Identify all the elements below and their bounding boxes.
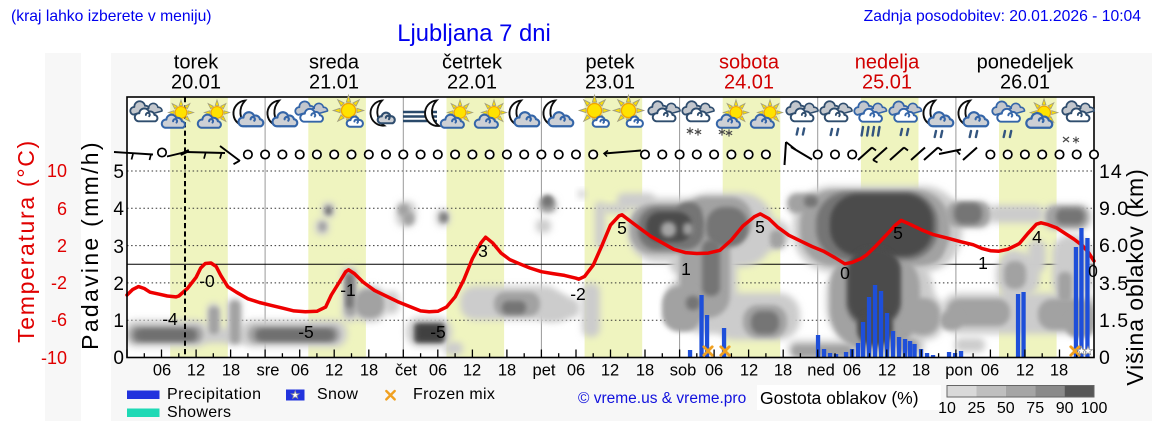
svg-text:10: 10 xyxy=(47,161,67,181)
svg-text:24.01: 24.01 xyxy=(724,72,774,94)
svg-text:5: 5 xyxy=(755,217,765,237)
svg-text:ponedeljek: ponedeljek xyxy=(977,52,1075,74)
svg-text:© vreme.us & vreme.pro: © vreme.us & vreme.pro xyxy=(578,390,746,407)
svg-text:3: 3 xyxy=(478,241,488,261)
svg-text:06: 06 xyxy=(981,362,999,380)
svg-text:5: 5 xyxy=(893,223,903,243)
svg-text:ned: ned xyxy=(807,362,835,380)
svg-text:06: 06 xyxy=(567,362,585,380)
svg-text:Precipitation: Precipitation xyxy=(167,386,262,403)
svg-text:0: 0 xyxy=(840,263,850,283)
svg-text:-0: -0 xyxy=(199,271,215,291)
svg-text:Gostota oblakov (%): Gostota oblakov (%) xyxy=(760,388,919,408)
svg-text:18: 18 xyxy=(222,362,240,380)
svg-text:75: 75 xyxy=(1026,400,1044,417)
svg-text:sob: sob xyxy=(670,362,697,380)
svg-text:-5: -5 xyxy=(430,322,446,342)
svg-text:22.01: 22.01 xyxy=(447,72,497,94)
svg-text:četrtek: četrtek xyxy=(442,52,503,74)
svg-text:Zadnja posodobitev: 20.01.2026: Zadnja posodobitev: 20.01.2026 - 10:04 xyxy=(864,8,1142,25)
svg-text:Temperatura (°C): Temperatura (°C) xyxy=(13,139,39,343)
svg-text:12: 12 xyxy=(325,362,343,380)
svg-text:4: 4 xyxy=(113,199,124,220)
svg-text:12: 12 xyxy=(740,362,758,380)
svg-text:50: 50 xyxy=(997,400,1015,417)
svg-text:1: 1 xyxy=(978,253,988,273)
svg-text:(kraj lahko izberete v meniju): (kraj lahko izberete v meniju) xyxy=(11,8,212,25)
svg-text:1.5: 1.5 xyxy=(1099,310,1129,332)
svg-text:1: 1 xyxy=(113,311,124,332)
svg-text:12: 12 xyxy=(463,362,481,380)
svg-text:-10: -10 xyxy=(41,348,67,368)
svg-text:0: 0 xyxy=(1099,347,1111,369)
svg-text:0: 0 xyxy=(1088,261,1098,281)
svg-text:12: 12 xyxy=(601,362,619,380)
svg-text:26.01: 26.01 xyxy=(1000,72,1050,94)
svg-text:18: 18 xyxy=(912,362,930,380)
svg-text:-1: -1 xyxy=(340,280,356,300)
svg-text:9.0: 9.0 xyxy=(1099,198,1129,220)
svg-text:12: 12 xyxy=(1016,362,1034,380)
svg-text:Padavine (mm/h): Padavine (mm/h) xyxy=(77,140,103,350)
svg-text:sre: sre xyxy=(257,362,280,380)
svg-text:pon: pon xyxy=(945,362,973,380)
svg-text:90: 90 xyxy=(1056,400,1074,417)
svg-text:petek: petek xyxy=(586,52,636,74)
svg-text:sreda: sreda xyxy=(309,52,360,74)
svg-text:-6: -6 xyxy=(51,310,67,330)
svg-text:4: 4 xyxy=(1032,227,1042,247)
svg-text:-2: -2 xyxy=(570,284,586,304)
svg-text:3.5: 3.5 xyxy=(1099,273,1129,295)
svg-text:6.0: 6.0 xyxy=(1099,235,1129,257)
svg-text:Showers: Showers xyxy=(167,404,231,421)
svg-text:5: 5 xyxy=(113,162,124,183)
svg-text:25.01: 25.01 xyxy=(862,72,912,94)
svg-text:5: 5 xyxy=(617,218,627,238)
svg-text:14: 14 xyxy=(1099,161,1123,183)
svg-text:-5: -5 xyxy=(298,322,314,342)
svg-text:100: 100 xyxy=(1081,400,1108,417)
svg-text:pet: pet xyxy=(533,362,556,380)
svg-text:2: 2 xyxy=(57,236,67,256)
svg-text:Višina oblakov (km): Višina oblakov (km) xyxy=(1122,168,1148,385)
svg-text:18: 18 xyxy=(1050,362,1068,380)
svg-text:1: 1 xyxy=(681,259,691,279)
svg-text:21.01: 21.01 xyxy=(309,72,359,94)
svg-text:20.01: 20.01 xyxy=(171,72,221,94)
svg-text:nedelja: nedelja xyxy=(855,52,920,74)
svg-text:sobota: sobota xyxy=(719,52,780,74)
svg-text:12: 12 xyxy=(878,362,896,380)
svg-text:06: 06 xyxy=(843,362,861,380)
svg-text:Snow: Snow xyxy=(317,386,358,403)
svg-text:0: 0 xyxy=(113,348,124,369)
svg-text:18: 18 xyxy=(498,362,516,380)
svg-text:Frozen mix: Frozen mix xyxy=(413,386,495,403)
svg-text:Ljubljana 7 dni: Ljubljana 7 dni xyxy=(397,20,550,47)
svg-text:čet: čet xyxy=(395,362,417,380)
svg-text:18: 18 xyxy=(774,362,792,380)
svg-text:3: 3 xyxy=(113,237,124,258)
svg-text:06: 06 xyxy=(291,362,309,380)
svg-text:2: 2 xyxy=(113,274,124,295)
svg-text:10: 10 xyxy=(938,400,956,417)
svg-text:torek: torek xyxy=(174,52,219,74)
svg-text:12: 12 xyxy=(187,362,205,380)
svg-text:06: 06 xyxy=(705,362,723,380)
svg-text:06: 06 xyxy=(429,362,447,380)
svg-text:6: 6 xyxy=(57,199,67,219)
svg-text:23.01: 23.01 xyxy=(585,72,635,94)
svg-text:-4: -4 xyxy=(162,309,178,329)
svg-text:-2: -2 xyxy=(51,273,67,293)
svg-text:06: 06 xyxy=(153,362,171,380)
svg-text:25: 25 xyxy=(968,400,986,417)
svg-text:18: 18 xyxy=(636,362,654,380)
svg-text:18: 18 xyxy=(360,362,378,380)
